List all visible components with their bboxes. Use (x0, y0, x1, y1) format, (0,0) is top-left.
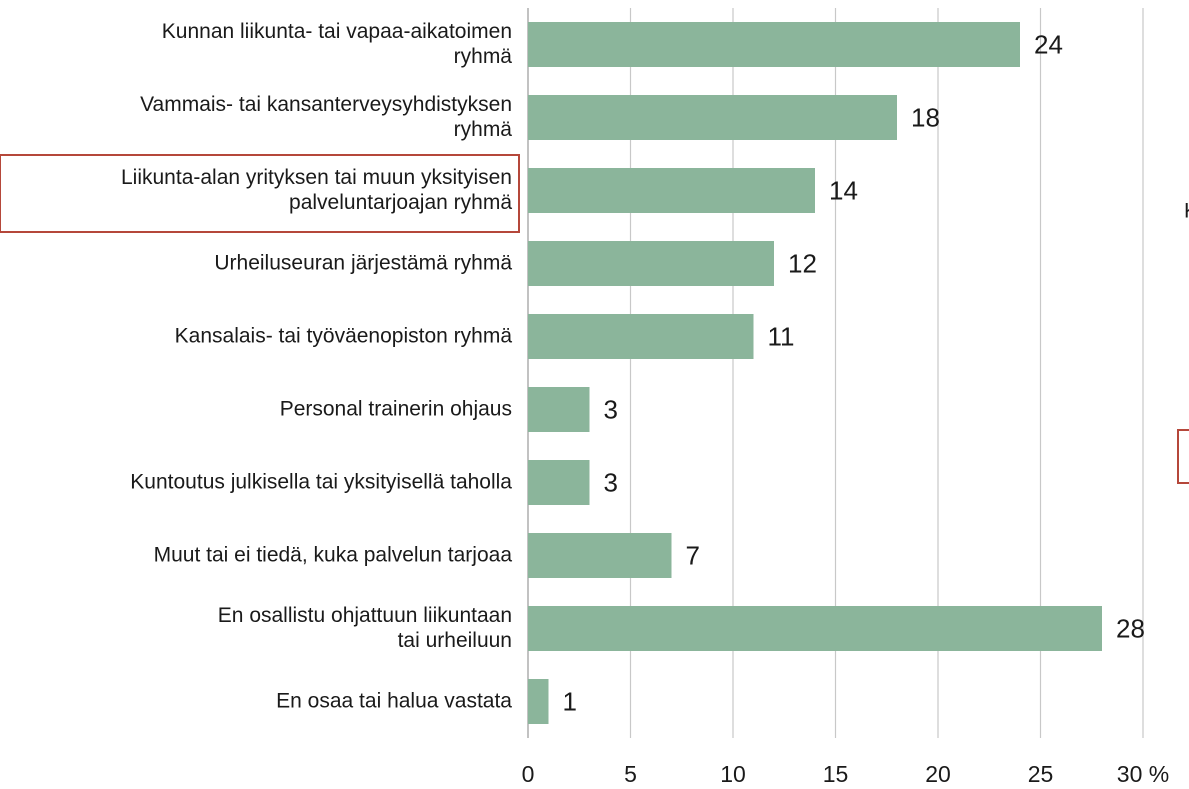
y-tick-label: Liikunta-alan yrityksen tai muun yksityi… (121, 166, 512, 214)
bar (528, 679, 549, 724)
y-tick-label: En osallistu ohjattuun liikuntaan tai urh… (218, 604, 512, 652)
y-tick-label: Kansalais- tai työväenopiston ryhmä (175, 324, 513, 347)
x-tick-label: 0 (522, 761, 535, 787)
highlight-box (0, 154, 520, 233)
y-tick-label: En osaa tai halua vastata (276, 689, 512, 712)
x-tick-label: 10 (720, 761, 746, 787)
bar (528, 387, 590, 432)
value-label: 12 (788, 248, 817, 278)
bar (528, 606, 1102, 651)
bar (528, 533, 672, 578)
value-label: 3 (604, 394, 618, 424)
bar (528, 95, 897, 140)
bar (528, 22, 1020, 67)
x-tick-label: 25 (1028, 761, 1054, 787)
value-label: 28 (1116, 613, 1145, 643)
bar (528, 241, 774, 286)
x-tick-label: 15 (823, 761, 849, 787)
x-tick-label: 5 (624, 761, 637, 787)
bar (528, 168, 815, 213)
y-tick-label: Vammais- tai kansanterveysyhdistyksen ryh… (140, 93, 512, 141)
bar (528, 314, 754, 359)
x-tick-label: 30 % (1117, 761, 1169, 787)
value-label: 24 (1034, 29, 1063, 59)
y-tick-label: Kunnan liikunta- tai vapaa-aikatoimen ryh… (162, 20, 513, 68)
value-label: 3 (604, 467, 618, 497)
bar (528, 460, 590, 505)
value-label: 18 (911, 102, 940, 132)
value-label: 1 (563, 686, 577, 716)
y-tick-label: Personal trainerin ohjaus (280, 397, 512, 420)
y-tick-label: Urheiluseuran järjestämä ryhmä (214, 251, 512, 274)
value-label: 11 (768, 321, 795, 351)
cropped-text: K (1184, 200, 1189, 223)
x-tick-label: 20 (925, 761, 951, 787)
highlight-box (1177, 429, 1189, 484)
y-tick-label: Kuntoutus julkisella tai yksityisellä ta… (130, 470, 512, 493)
y-tick-label: Muut tai ei tiedä, kuka palvelun tarjoaa (154, 543, 513, 566)
value-label: 14 (829, 175, 858, 205)
value-label: 7 (686, 540, 700, 570)
